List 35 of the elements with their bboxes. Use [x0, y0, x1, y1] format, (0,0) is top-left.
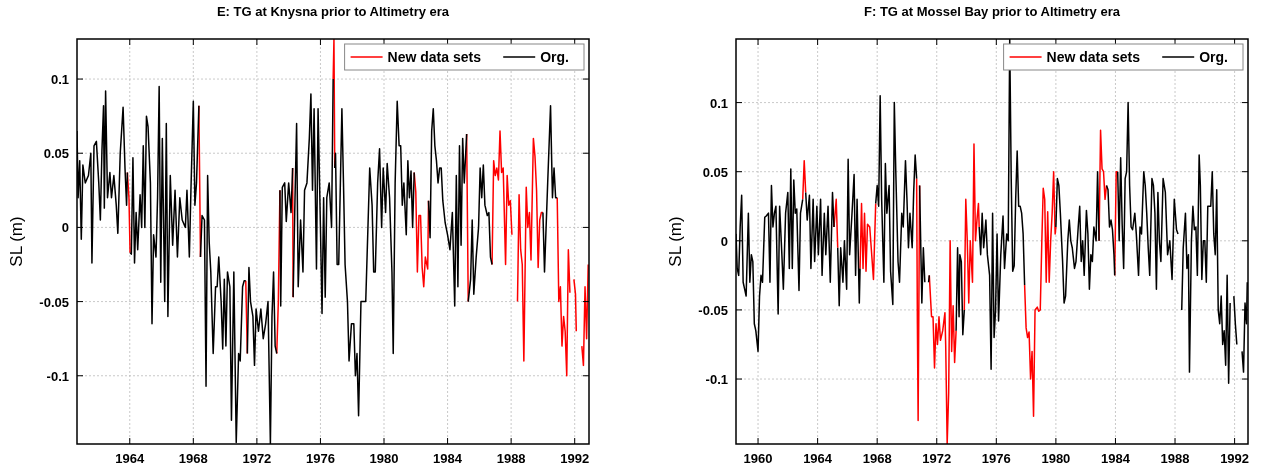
chart-title: E: TG at Knysna prior to Altimetry era — [216, 4, 450, 19]
x-tick-label: 1980 — [369, 451, 399, 466]
x-tick-label: 1976 — [305, 451, 335, 466]
x-tick-label: 1988 — [496, 451, 526, 466]
y-tick-label: -0.1 — [705, 372, 728, 388]
x-tick-label: 1980 — [1041, 451, 1071, 466]
x-tick-label: 1964 — [803, 451, 833, 466]
y-tick-label: 0.05 — [702, 164, 728, 180]
y-tick-label: 0.1 — [50, 72, 69, 88]
x-tick-label: 1992 — [1220, 451, 1250, 466]
y-tick-label: 0.1 — [709, 95, 728, 111]
legend-label: New data sets — [1046, 49, 1141, 65]
x-tick-label: 1976 — [981, 451, 1011, 466]
y-tick-label: -0.05 — [39, 294, 69, 310]
x-tick-label: 1988 — [1160, 451, 1190, 466]
x-tick-label: 1992 — [560, 451, 590, 466]
x-tick-label: 1972 — [242, 451, 272, 466]
y-tick-label: 0 — [61, 220, 69, 236]
y-tick-label: 0.05 — [43, 146, 69, 162]
legend-label: New data sets — [387, 49, 482, 65]
x-tick-label: 1972 — [922, 451, 952, 466]
y-tick-label: 0 — [720, 233, 728, 249]
x-tick-label: 1968 — [178, 451, 208, 466]
x-tick-label: 1964 — [115, 451, 145, 466]
x-tick-label: 1984 — [1101, 451, 1131, 466]
y-tick-label: -0.1 — [46, 368, 69, 384]
chart-title: F: TG at Mossel Bay prior to Altimetry era — [864, 4, 1121, 19]
y-tick-label: -0.05 — [698, 302, 728, 318]
legend-label: Org. — [540, 49, 569, 65]
x-tick-label: 1968 — [862, 451, 892, 466]
legend-label: Org. — [1199, 49, 1228, 65]
x-tick-label: 1960 — [743, 451, 773, 466]
x-tick-label: 1984 — [433, 451, 463, 466]
y-axis-title: SL (m) — [666, 216, 685, 267]
y-axis-title: SL (m) — [7, 216, 26, 267]
